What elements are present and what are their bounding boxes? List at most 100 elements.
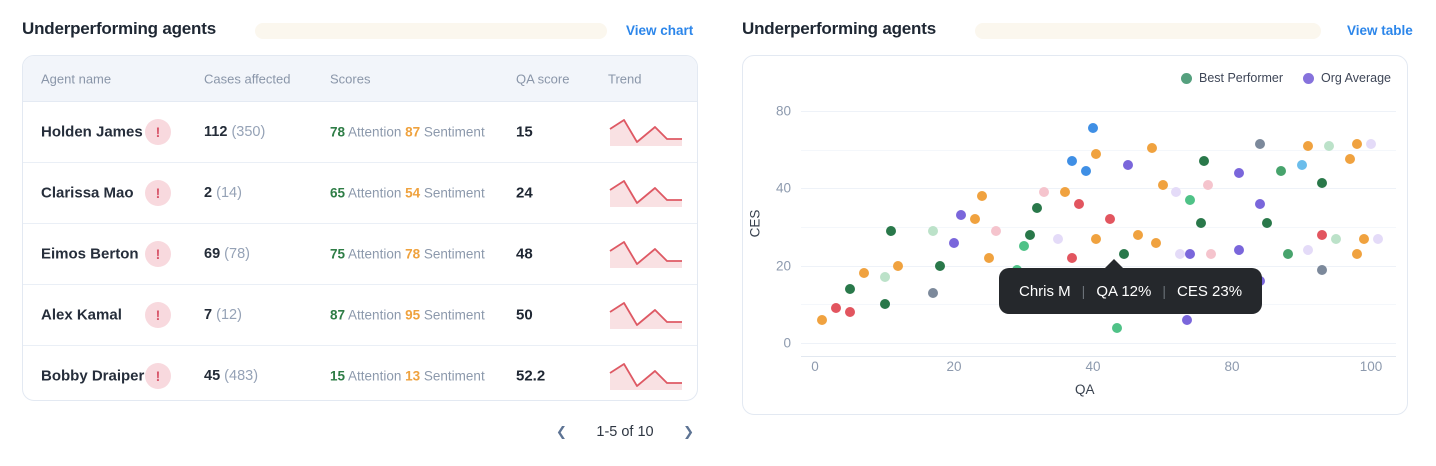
table-row[interactable]: Eimos Berton! 69 (78) 75 Attention 78 Sent… [23, 223, 697, 284]
warning-icon: ! [145, 180, 171, 206]
warning-icon: ! [145, 302, 171, 328]
scatter-point[interactable] [1303, 140, 1314, 151]
cases-affected: 69 (78) [204, 246, 250, 262]
gridline [801, 343, 1396, 344]
scatter-point[interactable] [1185, 194, 1196, 205]
scatter-point[interactable] [1372, 233, 1383, 244]
scatter-point[interactable] [1032, 202, 1043, 213]
chart-legend: Best Performer Org Average [1180, 71, 1391, 85]
scatter-point[interactable] [955, 210, 966, 221]
scatter-point[interactable] [1112, 322, 1123, 333]
scatter-point[interactable] [1366, 138, 1376, 149]
scatter-point[interactable] [858, 268, 869, 279]
tooltip-agent: Chris M [1019, 282, 1071, 300]
scatter-point[interactable] [1202, 179, 1213, 190]
scatter-point[interactable] [1254, 198, 1265, 209]
chevron-right-icon[interactable]: ❯ [679, 422, 698, 442]
scatter-point[interactable] [1122, 160, 1133, 171]
table-row[interactable]: Holden James! 112 (350) 78 Attention 87 Se… [23, 102, 697, 162]
scatter-point[interactable] [1105, 214, 1116, 225]
scatter-point[interactable] [1081, 166, 1092, 176]
legend-item-org-average: Org Average [1303, 71, 1391, 85]
scatter-point[interactable] [928, 287, 939, 298]
scatter-point[interactable] [1039, 187, 1050, 198]
scatter-point[interactable] [1133, 229, 1144, 240]
x-tick-label: 20 [946, 359, 962, 374]
tooltip-qa: QA 12% [1096, 282, 1152, 300]
scatter-point[interactable] [893, 260, 904, 271]
scatter-point[interactable] [886, 225, 897, 236]
scatter-point[interactable] [1352, 138, 1363, 149]
scatter-point[interactable] [1181, 314, 1192, 325]
scatter-point[interactable] [879, 299, 890, 310]
scatter-point[interactable] [976, 191, 987, 202]
scatter-point[interactable] [1157, 179, 1168, 190]
scatter-point[interactable] [1018, 241, 1029, 252]
scatter-point[interactable] [1282, 249, 1293, 260]
scatter-point[interactable] [1195, 218, 1206, 229]
scatter-point[interactable] [990, 225, 1001, 236]
scatter-point[interactable] [1091, 233, 1102, 244]
scatter-point[interactable] [1261, 218, 1272, 229]
view-table-link[interactable]: View table [1347, 23, 1413, 38]
gridline [801, 188, 1396, 190]
y-tick-label: 80 [775, 103, 791, 119]
x-tick-label: 100 [1359, 359, 1383, 374]
scatter-point[interactable] [879, 272, 890, 283]
scatter-point[interactable] [1025, 229, 1036, 240]
legend-dot-icon [1180, 72, 1192, 84]
table-body: Holden James! 112 (350) 78 Attention 87 Se… [23, 102, 697, 400]
scatter-point[interactable] [816, 314, 827, 325]
scatter-point[interactable] [1331, 233, 1342, 244]
scatter-point[interactable] [1171, 187, 1182, 198]
scatter-point[interactable] [1254, 138, 1265, 149]
cases-affected: 2 (14) [204, 185, 242, 201]
underperforming-agents-table: Agent name Cases affected Scores QA scor… [22, 55, 698, 401]
scatter-point[interactable] [1074, 198, 1085, 209]
x-tick-label: 80 [1224, 359, 1240, 374]
scatter-point[interactable] [935, 260, 946, 271]
scatter-point[interactable] [1067, 156, 1078, 167]
scatter-point[interactable] [1067, 252, 1078, 263]
scatter-point[interactable] [1296, 160, 1307, 171]
scatter-point[interactable] [1091, 148, 1102, 159]
scatter-point[interactable] [1303, 245, 1314, 256]
scatter-point[interactable] [1317, 264, 1328, 275]
view-chart-link[interactable]: View chart [626, 23, 694, 38]
scatter-point[interactable] [1150, 237, 1161, 248]
scatter-point[interactable] [983, 252, 994, 263]
table-row[interactable]: Clarissa Mao! 2 (14) 65 Attention 54 Senti… [23, 162, 697, 223]
scatter-point[interactable] [1359, 233, 1370, 244]
scatter-point[interactable] [1233, 167, 1244, 178]
scatter-point[interactable] [1345, 154, 1356, 165]
scatter-point[interactable] [1317, 229, 1328, 240]
legend-item-best-performer: Best Performer [1180, 71, 1283, 85]
scatter-point[interactable] [1275, 166, 1286, 176]
scatter-point[interactable] [1199, 156, 1210, 167]
scatter-point[interactable] [1119, 249, 1130, 260]
table-row[interactable]: Alex Kamal! 7 (12) 87 Attention 95 Sentime… [23, 284, 697, 345]
scatter-point[interactable] [1352, 249, 1363, 260]
scatter-point[interactable] [1060, 187, 1071, 198]
y-tick-label: 0 [783, 335, 791, 351]
scatter-point[interactable] [969, 214, 980, 225]
table-row[interactable]: Bobby Draiper! 45 (483) 15 Attention 13 Se… [23, 345, 697, 400]
scatter-point[interactable] [1053, 233, 1064, 244]
scatter-chart: Best Performer Org Average CES QA 0 20 40 8… [742, 55, 1408, 415]
scatter-point[interactable] [949, 237, 959, 248]
scatter-point[interactable] [1317, 177, 1328, 188]
qa-score: 52.2 [516, 367, 546, 385]
scatter-point[interactable] [1147, 142, 1158, 153]
chevron-left-icon[interactable]: ❮ [552, 422, 571, 442]
scatter-point[interactable] [830, 303, 841, 314]
scatter-point[interactable] [1206, 249, 1217, 260]
x-tick-label: 40 [1085, 359, 1101, 374]
scatter-point[interactable] [844, 307, 855, 318]
scatter-point[interactable] [928, 225, 939, 236]
scatter-point[interactable] [1233, 245, 1244, 256]
scatter-point[interactable] [1088, 123, 1098, 134]
scatter-point[interactable] [1174, 249, 1185, 260]
scatter-point[interactable] [1324, 140, 1335, 151]
scatter-point[interactable] [1185, 249, 1196, 260]
scatter-point[interactable] [844, 283, 855, 294]
